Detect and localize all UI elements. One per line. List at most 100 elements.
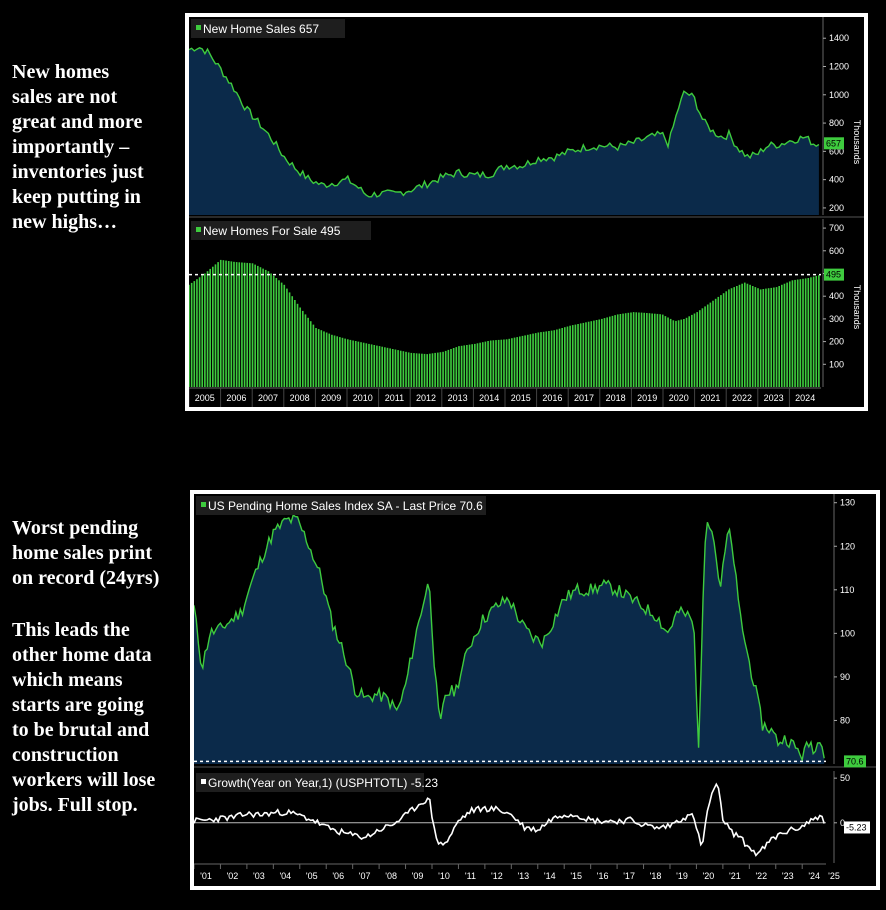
inventory-bar [561, 328, 563, 387]
inventory-bar [376, 345, 378, 387]
bottom-x-tick-label: '05 [306, 871, 318, 881]
bottom-x-tick-label: '22 [755, 871, 767, 881]
bottom-x-tick-label: '14 [544, 871, 556, 881]
inventory-bar [222, 260, 225, 387]
inventory-bar [410, 352, 413, 387]
inventory-bar [225, 260, 227, 387]
note-new-home-sales: New homes sales are not great and more i… [12, 61, 144, 233]
inventory-bar [529, 334, 532, 387]
inventory-bar [468, 344, 471, 387]
inventory-bar [373, 345, 376, 387]
inventory-bar [431, 353, 434, 387]
inventory-bar [249, 263, 251, 387]
inventory-bar [288, 292, 291, 387]
x-tick-label: 2015 [511, 393, 531, 403]
bottom-x-tick-label: '24 [808, 871, 820, 881]
inventory-bar [204, 273, 206, 387]
sales-y-tick-label: 800 [829, 118, 844, 128]
inventory-bar [500, 339, 503, 387]
inventory-bar [405, 351, 407, 387]
inventory-bar [664, 316, 667, 387]
inventory-bar [672, 320, 675, 387]
inventory-bar [455, 347, 458, 387]
inventory-bar [270, 273, 272, 387]
inventory-bar [638, 312, 640, 387]
bottom-x-tick-label: '07 [359, 871, 371, 881]
inventory-y-tick-label: 600 [829, 246, 844, 256]
inventory-bar [436, 352, 439, 387]
inventory-bar [312, 324, 315, 387]
inventory-bar [783, 283, 786, 387]
inventory-bar [402, 351, 405, 387]
inventory-bar [590, 321, 593, 387]
inventory-bar [233, 261, 235, 387]
x-tick-label: 2017 [574, 393, 594, 403]
inventory-bar [548, 331, 550, 387]
inventory-bar [757, 288, 759, 387]
inventory-bar [219, 259, 222, 387]
sales-legend-box [191, 19, 345, 38]
inventory-bar [238, 262, 241, 387]
inventory-bar [770, 287, 773, 387]
inventory-last-value-text: 495 [826, 270, 841, 280]
inventory-bar [743, 282, 746, 387]
inventory-bar [391, 349, 394, 387]
pending-line [194, 513, 825, 763]
inventory-bar [593, 320, 595, 387]
inventory-bar [209, 268, 211, 387]
inventory-bar [196, 279, 198, 387]
inventory-bar [516, 337, 518, 387]
inventory-bar [304, 314, 307, 387]
inventory-bar [323, 331, 325, 387]
sales-y-tick-label: 600 [829, 146, 844, 156]
x-tick-label: 2008 [290, 393, 310, 403]
pending-legend-box [196, 496, 486, 515]
growth-legend-box [196, 773, 424, 792]
inventory-bar [646, 313, 648, 387]
inventory-last-value-box [824, 268, 844, 281]
sales-line [189, 47, 820, 198]
bottom-x-tick-label: '06 [332, 871, 344, 881]
inventory-bar [786, 282, 788, 387]
x-tick-label: 2012 [416, 393, 436, 403]
inventory-bar [511, 338, 513, 387]
inventory-bar [669, 318, 672, 387]
inventory-bar [230, 261, 233, 387]
inventory-bar [796, 279, 799, 387]
x-tick-label: 2005 [195, 393, 215, 403]
inventory-bar [447, 349, 450, 387]
bottom-x-tick-label: '19 [676, 871, 688, 881]
inventory-bar [352, 340, 354, 387]
new-home-sales-chart: 200 400 600 800 1000 1200 1400 Thousands 657 New … [189, 17, 864, 407]
inventory-bar [701, 308, 704, 387]
inventory-bar [262, 268, 264, 387]
inventory-bar [474, 343, 476, 387]
inventory-bar [712, 300, 714, 387]
inventory-bar [537, 332, 540, 387]
inventory-bar [722, 293, 725, 387]
inventory-bar [452, 348, 455, 387]
inventory-bar [397, 350, 399, 387]
x-tick-label: 2016 [542, 393, 562, 403]
inventory-bar [254, 264, 256, 387]
sales-y-label: Thousands [852, 120, 862, 165]
inventory-bar [653, 313, 656, 387]
inventory-bar [640, 312, 643, 387]
inventory-bar [294, 300, 296, 387]
bottom-x-tick-label: '03 [253, 871, 265, 881]
inventory-bar [444, 350, 447, 387]
note-pending-home-sales: Worst pending home sales print on record… [12, 517, 160, 589]
growth-y-tick-label: 50 [840, 773, 850, 783]
x-tick-label: 2023 [764, 393, 784, 403]
growth-last-value-box [844, 821, 870, 834]
inventory-bar [804, 278, 807, 387]
inventory-bar [595, 320, 598, 387]
inventory-bar [601, 318, 603, 387]
inventory-bar [698, 310, 701, 387]
inventory-bar [479, 342, 481, 387]
x-tick-label: 2021 [700, 393, 720, 403]
x-tick-label: 2009 [321, 393, 341, 403]
inventory-bar [685, 317, 688, 387]
inventory-bar [524, 335, 526, 387]
inventory-bar [635, 312, 638, 387]
